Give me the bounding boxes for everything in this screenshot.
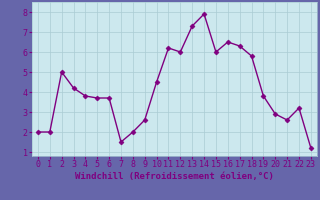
X-axis label: Windchill (Refroidissement éolien,°C): Windchill (Refroidissement éolien,°C) — [75, 172, 274, 181]
